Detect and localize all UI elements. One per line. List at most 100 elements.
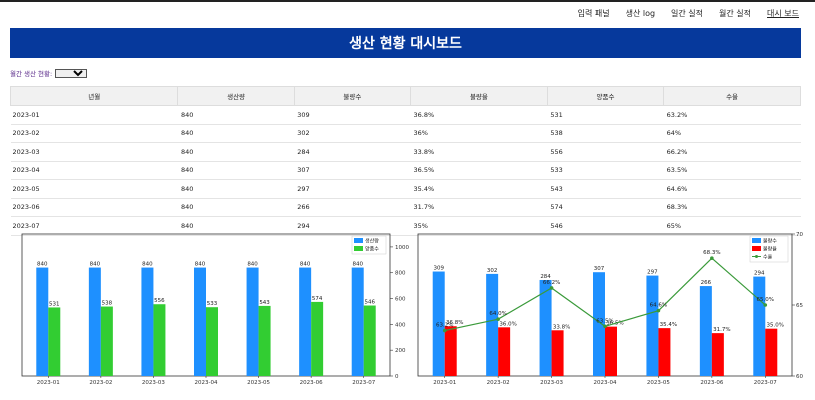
- nav-production-log[interactable]: 생산 log: [626, 8, 655, 19]
- table-cell: 31.7%: [411, 198, 548, 217]
- table-cell: 266: [294, 198, 410, 217]
- data-label: 840: [37, 262, 48, 268]
- data-label: 840: [90, 262, 101, 268]
- data-label: 63.2%: [436, 323, 453, 329]
- production-chart: 0 200 400 600 800 1000 2023-01 840 531 2023-02 840…: [10, 226, 410, 394]
- x-tick-label: 2023-03: [142, 380, 165, 386]
- table-cell: 64.6%: [664, 180, 801, 199]
- legend-label: 불량수: [763, 238, 777, 245]
- bar-production: [89, 268, 101, 376]
- table-header-row: 년월 생산량 불량수 불량율 양품수 수율: [11, 87, 801, 106]
- yield-point: [496, 317, 500, 321]
- data-label: 302: [487, 268, 498, 274]
- bar-good: [311, 302, 323, 376]
- bar-defect-rate: [765, 329, 777, 376]
- bar-defect-rate: [712, 333, 724, 376]
- bar-defects: [753, 277, 765, 376]
- yield-point: [657, 309, 661, 313]
- x-tick-label: 2023-06: [300, 380, 323, 386]
- bar-defect-rate: [445, 326, 457, 376]
- legend-swatch: [755, 255, 758, 258]
- legend-swatch: [354, 246, 363, 251]
- nav-daily-results[interactable]: 일간 실적: [671, 8, 703, 19]
- data-label: 297: [647, 270, 658, 276]
- col-header-defects: 불량수: [294, 87, 410, 106]
- nav-input-panel[interactable]: 입력 패널: [578, 8, 610, 19]
- table-cell: 63.2%: [664, 106, 801, 125]
- x-tick-label: 2023-02: [89, 380, 112, 386]
- table-row: 2023-01 840 309 36.8% 531 63.2%: [11, 106, 801, 125]
- x-tick-label: 2023-01: [37, 380, 60, 386]
- bar-defect-rate: [498, 327, 510, 376]
- x-tick-label: 2023-03: [540, 380, 563, 386]
- top-nav: 입력 패널 생산 log 일간 실적 월간 실적 대시 보드: [562, 8, 799, 19]
- table-cell: 66.2%: [664, 143, 801, 162]
- data-label: 309: [433, 266, 444, 272]
- month-select[interactable]: [55, 69, 87, 78]
- table-cell: 2023-03: [11, 143, 178, 162]
- production-chart-svg: 0 200 400 600 800 1000 2023-01 840 531 2023-02 840…: [10, 226, 410, 394]
- bar-production: [36, 268, 48, 376]
- data-label: 546: [364, 300, 375, 306]
- data-label: 33.8%: [553, 324, 570, 330]
- data-label: 35.0%: [767, 323, 784, 329]
- table-cell: 33.8%: [411, 143, 548, 162]
- table-cell: 840: [178, 180, 294, 199]
- table-row: 2023-06 840 266 31.7% 574 68.3%: [11, 198, 801, 217]
- bar-good: [101, 307, 113, 376]
- data-label: 556: [154, 298, 165, 304]
- col-header-month: 년월: [11, 87, 178, 106]
- data-label: 294: [754, 271, 765, 277]
- bar-defect-rate: [552, 330, 564, 376]
- x-tick-label: 2023-07: [754, 380, 777, 386]
- table-cell: 2023-04: [11, 161, 178, 180]
- dashboard-banner: 생산 현황 대시보드: [10, 28, 801, 58]
- nav-dashboard[interactable]: 대시 보드: [767, 8, 799, 19]
- table-cell: 2023-06: [11, 198, 178, 217]
- table-cell: 840: [178, 106, 294, 125]
- bar-production: [247, 268, 259, 376]
- data-label: 840: [142, 262, 153, 268]
- nav-monthly-results[interactable]: 월간 실적: [719, 8, 751, 19]
- table-row: 2023-05 840 297 35.4% 543 64.6%: [11, 180, 801, 199]
- data-label: 64.6%: [650, 303, 667, 309]
- x-tick-label: 2023-01: [433, 380, 456, 386]
- data-label: 64.0%: [489, 311, 506, 317]
- bar-production: [141, 268, 153, 376]
- data-label: 840: [352, 262, 363, 268]
- monthly-filter: 월간 생산 현황:: [10, 68, 87, 78]
- data-label: 35.4%: [660, 322, 677, 328]
- table-cell: 543: [547, 180, 663, 199]
- legend-label: 수율: [763, 255, 773, 261]
- data-label: 36.0%: [499, 321, 516, 327]
- y-tick-label: 600: [395, 297, 406, 303]
- bar-production: [299, 268, 311, 376]
- data-label: 65.0%: [757, 297, 774, 303]
- bar-defects: [700, 286, 712, 376]
- bar-good: [48, 307, 60, 376]
- data-label: 538: [102, 301, 113, 307]
- page-title: 생산 현황 대시보드: [349, 33, 462, 53]
- col-header-good: 양품수: [547, 87, 663, 106]
- col-header-production: 생산량: [178, 87, 294, 106]
- legend-label: 불량율: [763, 246, 777, 253]
- bar-defects: [646, 276, 658, 376]
- table-cell: 2023-02: [11, 124, 178, 143]
- bar-production: [352, 268, 364, 376]
- table-cell: 63.5%: [664, 161, 801, 180]
- table-cell: 2023-05: [11, 180, 178, 199]
- data-label: 68.3%: [703, 250, 720, 256]
- x-tick-label: 2023-05: [647, 380, 670, 386]
- table-cell: 302: [294, 124, 410, 143]
- legend-label: 생산량: [365, 238, 379, 245]
- table-cell: 36%: [411, 124, 548, 143]
- data-label: 543: [259, 300, 270, 306]
- defect-yield-chart: 60 65 70 2023-01 309 36.8% 2023-02 302 36.0% 2023…: [410, 226, 810, 394]
- table-cell: 840: [178, 124, 294, 143]
- table-cell: 2023-01: [11, 106, 178, 125]
- bar-defect-rate: [658, 328, 670, 376]
- yield-point: [550, 286, 554, 290]
- x-tick-label: 2023-06: [700, 380, 723, 386]
- legend-swatch: [752, 238, 761, 243]
- table-cell: 556: [547, 143, 663, 162]
